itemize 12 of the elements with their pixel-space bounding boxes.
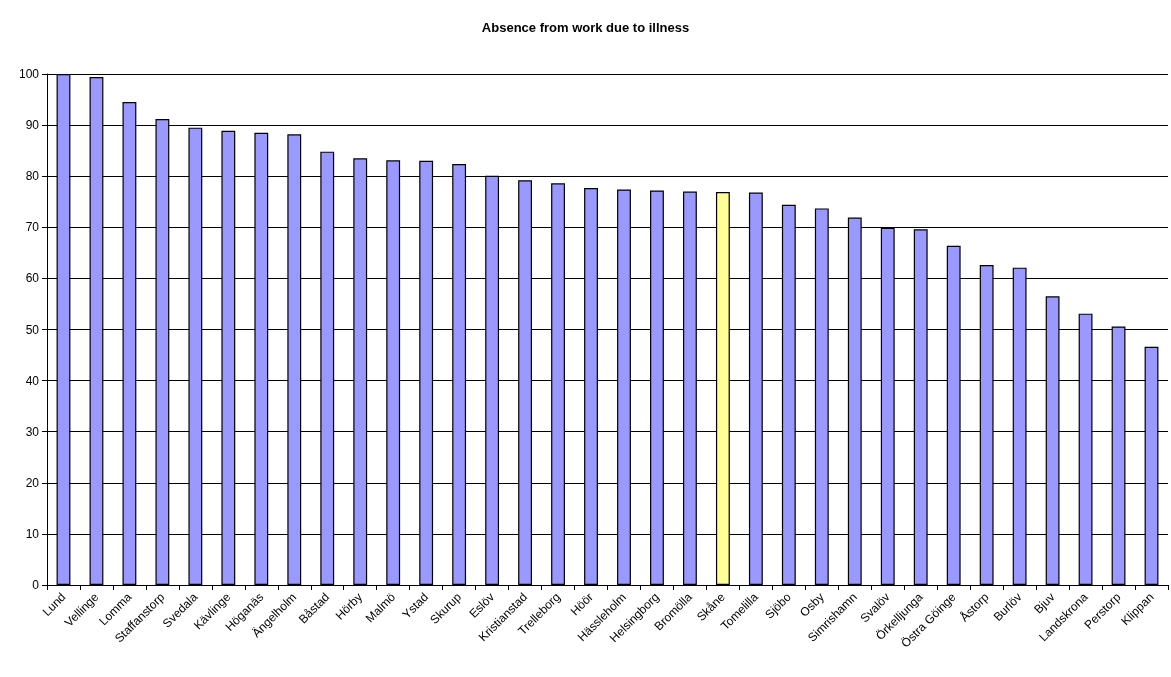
y-tick-label: 70 bbox=[25, 220, 40, 235]
y-tick-label: 30 bbox=[25, 424, 40, 439]
y-tick-label: 60 bbox=[25, 271, 40, 286]
y-tick-label: 0 bbox=[32, 578, 40, 592]
y-tick-label: 80 bbox=[25, 169, 40, 184]
y-tick-label: 50 bbox=[25, 322, 40, 337]
y-tick-label: 20 bbox=[25, 475, 40, 490]
y-tick-label: 100 bbox=[18, 67, 40, 81]
chart-title: Absence from work due to illness bbox=[481, 20, 690, 35]
y-tick-label: 40 bbox=[25, 373, 40, 388]
y-tick-label: 90 bbox=[25, 118, 40, 133]
y-tick-label: 10 bbox=[25, 526, 40, 541]
